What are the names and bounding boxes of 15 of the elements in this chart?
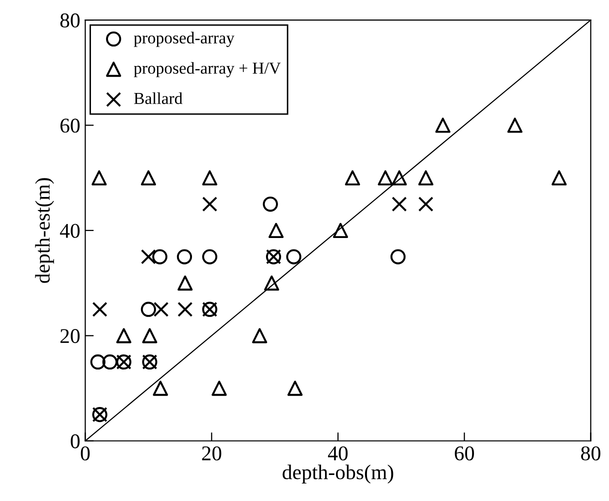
x-tick-label: 80 [581,446,600,460]
x-axis-title: depth-obs(m) [282,464,394,484]
legend-label: proposed-array + H/V [134,62,281,78]
y-axis-title: depth-est(m) [35,178,54,283]
x-tick-label: 20 [202,446,222,460]
y-tick-label: 0 [70,434,80,448]
x-tick-label: 40 [328,446,348,460]
x-tick-label: 60 [454,446,474,460]
y-tick-label: 20 [60,329,80,344]
y-tick-label: 40 [60,224,80,238]
legend-label: Ballard [134,92,182,104]
y-tick-label: 60 [60,118,80,133]
y-tick-label: 80 [60,13,80,28]
legend-label: proposed-array [134,32,234,47]
x-tick-label: 0 [80,446,90,460]
